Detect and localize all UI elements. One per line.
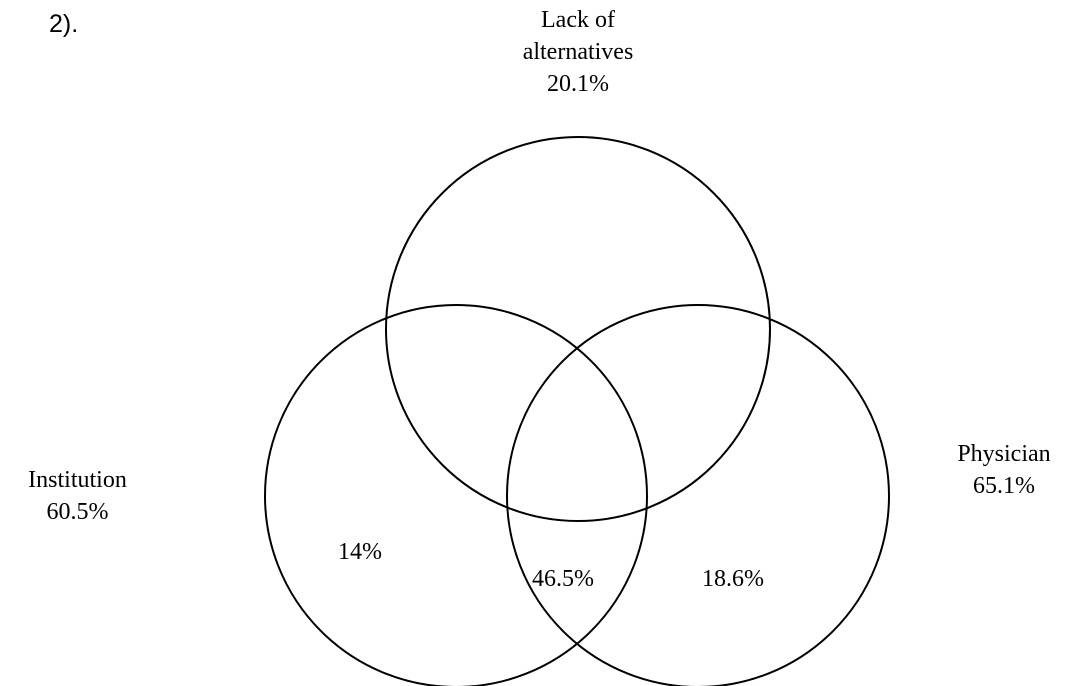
preceding-text-fragment: 2). xyxy=(49,10,79,38)
label-physician: Physician 65.1% xyxy=(932,438,1076,502)
region-physician-only: 18.6% xyxy=(702,566,764,592)
label-lack-of-alternatives-value: 20.1% xyxy=(547,71,609,97)
label-lack-of-alternatives-line2: alternatives xyxy=(522,39,634,65)
circle-lack-of-alternatives xyxy=(385,136,771,522)
circle-physician xyxy=(506,304,890,686)
label-physician-name: Physician xyxy=(957,441,1051,467)
label-lack-of-alternatives-line1: Lack of xyxy=(541,7,615,33)
label-institution: Institution 60.5% xyxy=(0,464,155,528)
label-physician-value: 65.1% xyxy=(973,473,1035,499)
region-institution-physician: 46.5% xyxy=(532,566,594,592)
region-institution-only: 14% xyxy=(338,539,382,565)
label-institution-value: 60.5% xyxy=(46,499,109,525)
label-institution-name: Institution xyxy=(28,467,127,493)
label-lack-of-alternatives: Lack of alternatives 20.1% xyxy=(478,4,678,100)
circle-institution xyxy=(264,304,648,686)
